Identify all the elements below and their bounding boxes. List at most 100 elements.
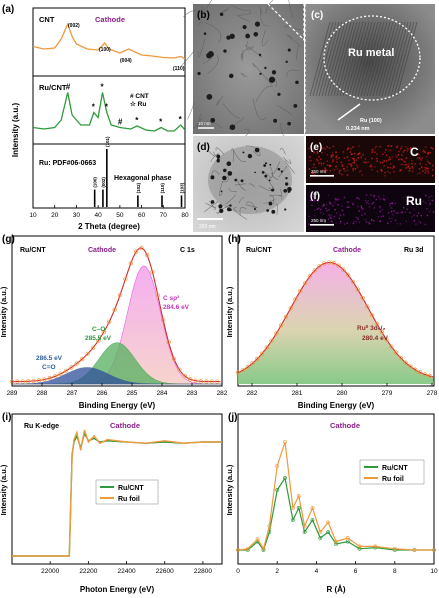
panel-d-particle (254, 147, 260, 153)
panel-d-particle (254, 171, 256, 174)
panel-e-pixel (352, 162, 354, 164)
panel-a-frame (32, 7, 186, 209)
panel-f-pixel (362, 208, 364, 210)
panel-f-pixel (328, 214, 330, 216)
panel-b-particle (245, 33, 251, 39)
panel-f-pixel (332, 223, 334, 225)
panel-e-pixel (391, 156, 394, 158)
panel-e-pixel (328, 164, 330, 167)
panel-e-scale-label: 250 nm (311, 169, 326, 174)
panel-h-x-tick-label: 280 (337, 390, 348, 397)
panel-a-x-tick-label: 70 (160, 212, 168, 219)
panel-f-pixel (308, 223, 310, 225)
panel-d-fiber (210, 152, 220, 163)
panel-d-fiber (266, 177, 276, 191)
panel-b-particle (223, 49, 227, 53)
panel-e-pixel (320, 158, 322, 161)
panel-f-pixel (352, 203, 354, 206)
panel-e-pixel (411, 170, 414, 172)
panel-i-side: Cathode (110, 421, 140, 430)
panel-f-pixel (356, 197, 358, 199)
panel-b-fiber (240, 72, 248, 78)
panel-d-particle (268, 179, 271, 182)
panel-e-pixel (360, 170, 362, 172)
panel-f-pixel (375, 198, 377, 201)
panel-i-edge: Ru K-edge (24, 423, 59, 430)
panel-b-particle (228, 73, 234, 79)
panel-f-pixel (401, 211, 404, 214)
panel-g-x-tick-label: 285 (127, 390, 138, 397)
panel-g-point (42, 377, 47, 382)
panel-b-scale-label: 10 nm (198, 121, 211, 126)
panel-e-pixel (313, 163, 315, 166)
panel-h-point (245, 364, 250, 370)
panel-a-rucnt-marker: * (135, 116, 139, 125)
panel-f-pixel (368, 222, 371, 225)
panel-h-peak-energy: 280.4 eV (362, 335, 389, 342)
panel-c-fringe (312, 21, 334, 97)
panel-a-x-tick-label: 60 (138, 212, 146, 219)
panel-b-fiber (265, 0, 274, 14)
panel-f-pixel (312, 195, 314, 197)
panel-g-co-name: C–O (92, 326, 105, 333)
panel-g-point (215, 379, 220, 384)
panel-f-pixel (429, 210, 431, 213)
panel-j-point (290, 518, 295, 522)
panel-d-particle (218, 204, 223, 209)
panel-e-pixel (418, 168, 421, 170)
panel-f-pixel (314, 209, 316, 212)
panel-c: (c) Ru metal Ru (100) 0.234 nm (304, 4, 435, 134)
panel-e-pixel (400, 163, 403, 166)
panel-a-legend-cnt: # CNT (130, 93, 149, 100)
panel-e-pixel (330, 156, 333, 158)
panel-d-particle (247, 153, 253, 159)
panel-d-particle (242, 151, 245, 154)
panel-g-x-tick-label: 288 (37, 390, 48, 397)
panel-f-pixel (368, 221, 370, 224)
panel-j-frame (237, 413, 435, 565)
panel-h-point (269, 338, 274, 344)
panel-h-point (302, 281, 308, 286)
panel-e-pixel (319, 149, 321, 152)
panel-f-pixel (364, 218, 367, 221)
panel-b-fiber (260, 6, 269, 27)
panel-f-pixel (397, 212, 399, 214)
panel-e-pixel (344, 170, 347, 172)
panel-j-label: (j) (228, 412, 237, 423)
panel-e-pixel (335, 165, 337, 168)
panel-a: (a) Intensity (a.u.) 2 Theta (degree) 10… (2, 4, 189, 231)
panel-h-point (298, 288, 303, 294)
panel-d-particle (284, 208, 287, 211)
panel-d-particle (268, 201, 273, 206)
panel-d-particle (264, 174, 268, 178)
panel-g-point (107, 319, 112, 324)
panel-g-point (47, 376, 52, 381)
panel-f-pixel (368, 206, 371, 208)
panel-f-pixel (322, 213, 325, 215)
panel-a-xticks: 10 20 30 40 50 60 70 80 (29, 205, 189, 219)
panel-f-pixel (325, 204, 328, 207)
panel-e-pixel (361, 174, 363, 176)
panel-h-x-tick-label: 282 (247, 390, 258, 397)
panel-b-fiber (207, 54, 219, 74)
panel-g-point (155, 293, 160, 298)
panel-d-particle (261, 170, 265, 174)
panel-e-pixel (381, 170, 383, 172)
panel-f-pixel (358, 221, 361, 223)
panel-e-pixel (420, 159, 422, 161)
panel-b-fiber (192, 117, 203, 130)
panel-e-pixel (400, 154, 403, 156)
panel-e-pixel (340, 169, 342, 171)
panel-f-pixel (324, 221, 326, 224)
panel-e-pixel (369, 165, 372, 168)
panel-h-point (341, 267, 346, 272)
panel-f-pixel (357, 218, 359, 220)
panel-f-pixel (424, 223, 427, 226)
panel-e-texture (308, 145, 434, 177)
panel-h-point (274, 331, 279, 336)
panel-h-sample: Ru/CNT (246, 247, 272, 254)
panel-e-pixel (424, 172, 427, 174)
panel-e-pixel (424, 151, 426, 154)
panel-a-cnt-sample: CNT (39, 15, 55, 24)
panel-f-pixel (411, 216, 413, 218)
